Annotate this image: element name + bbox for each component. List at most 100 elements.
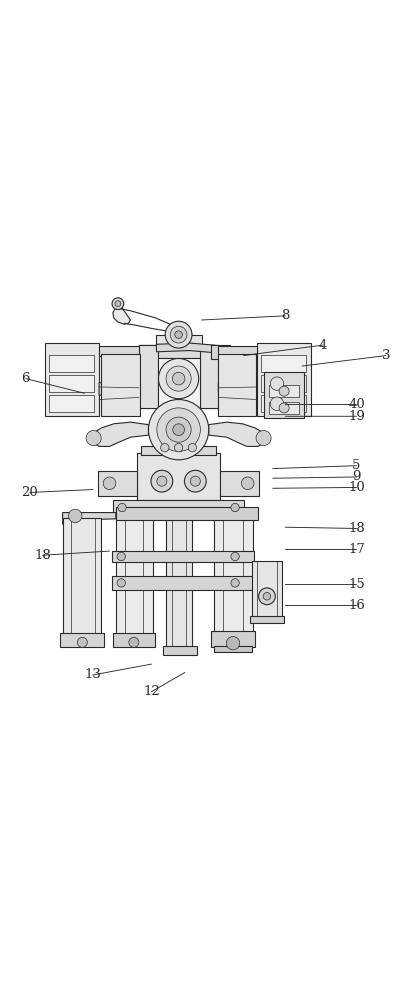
Circle shape [270,377,284,390]
Circle shape [166,417,191,442]
Bar [218,354,256,416]
Circle shape [263,593,271,600]
Bar [116,507,258,520]
Circle shape [256,431,271,446]
Bar [98,471,137,496]
Bar [257,343,311,416]
Circle shape [231,503,239,512]
Text: 10: 10 [348,481,365,494]
Text: 16: 16 [348,599,365,612]
Text: 5: 5 [352,459,361,472]
Circle shape [160,443,169,452]
Bar [173,437,184,452]
Polygon shape [113,305,131,324]
Circle shape [68,509,82,523]
Circle shape [118,503,126,512]
Bar [137,453,220,500]
Bar [211,345,230,359]
Circle shape [241,477,254,490]
Bar [265,372,304,418]
Text: 3: 3 [381,349,390,362]
Circle shape [226,636,240,650]
Circle shape [157,408,200,451]
Circle shape [279,403,289,413]
Polygon shape [156,343,227,354]
Bar [112,576,254,590]
Circle shape [151,470,173,492]
Text: 8: 8 [281,309,289,322]
Bar [45,343,99,416]
Polygon shape [209,422,265,446]
Circle shape [158,359,199,399]
Bar [220,471,260,496]
Text: 12: 12 [143,685,160,698]
Circle shape [174,443,183,452]
Bar [214,646,252,652]
Circle shape [157,476,167,486]
Bar [270,402,299,414]
Text: 6: 6 [21,372,30,385]
Bar [113,500,244,515]
Bar [166,515,192,647]
Text: 17: 17 [348,543,365,556]
Circle shape [165,321,192,348]
Bar [261,395,306,412]
Bar [116,515,152,636]
Text: 19: 19 [348,410,365,423]
Circle shape [259,588,275,605]
Circle shape [112,298,124,310]
Bar [155,335,202,345]
Circle shape [129,637,139,647]
Bar [49,355,94,372]
Bar [99,346,139,356]
Bar [117,513,240,518]
Circle shape [117,552,126,561]
Bar [270,385,299,397]
Text: 13: 13 [84,668,101,681]
Text: 18: 18 [348,522,365,535]
Circle shape [115,301,121,307]
Text: 15: 15 [348,578,365,591]
Bar [112,551,254,562]
Bar [49,395,94,412]
Circle shape [173,424,184,436]
Bar [250,616,284,623]
Circle shape [117,579,126,587]
Circle shape [148,400,209,460]
Polygon shape [63,513,116,524]
Bar [261,375,306,392]
Circle shape [103,477,116,490]
Bar [139,345,158,408]
Bar [159,437,171,452]
Text: 9: 9 [352,470,361,483]
Circle shape [77,637,87,647]
Polygon shape [92,422,148,446]
Bar [186,437,198,452]
Bar [163,646,197,655]
Bar [200,345,218,408]
Text: 4: 4 [319,339,327,352]
Circle shape [188,443,197,452]
Bar [60,633,104,647]
Text: 18: 18 [34,549,51,562]
Bar [139,345,218,358]
Circle shape [231,552,239,561]
Bar [49,375,94,392]
Bar [141,446,216,455]
Bar [158,358,200,408]
Circle shape [270,397,284,410]
Bar [139,345,218,408]
Circle shape [170,326,187,343]
Bar [101,354,140,416]
Bar [218,346,257,356]
Circle shape [190,476,200,486]
Text: 40: 40 [348,398,365,411]
Circle shape [166,366,191,391]
Bar [261,355,306,372]
Bar [252,561,282,619]
Bar [214,515,253,639]
Polygon shape [99,381,139,395]
Text: 20: 20 [21,486,38,499]
Circle shape [231,579,239,587]
Bar [113,633,155,647]
